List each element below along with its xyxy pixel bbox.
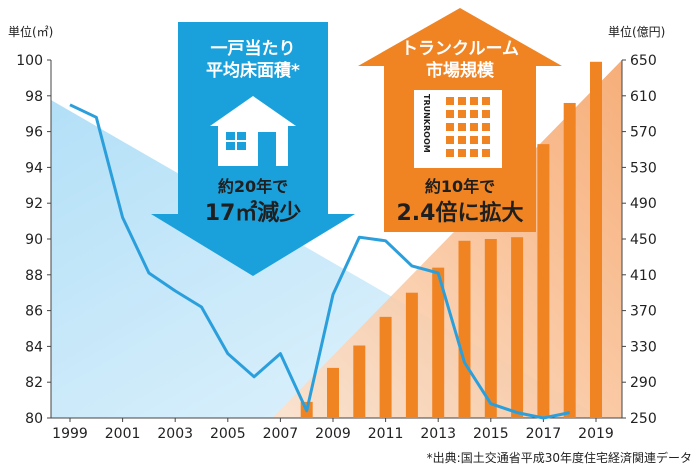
bar-2019	[590, 61, 602, 418]
building-sign-text: TRUNKROOM	[422, 94, 431, 153]
right-tick-label: 410	[630, 268, 657, 284]
x-tick-label: 2007	[263, 426, 299, 442]
bar-2014	[458, 240, 471, 418]
bar-2009	[327, 367, 339, 418]
house-icon	[210, 96, 296, 166]
bar-2011	[379, 316, 392, 418]
floor-area-line	[69, 103, 571, 420]
line-series-layer	[69, 103, 571, 420]
x-tick-label: 2013	[420, 426, 456, 442]
bar-2018	[563, 102, 576, 419]
left-tick-label: 82	[25, 375, 43, 391]
right-tick-label: 290	[630, 375, 657, 391]
up-callout-caption-line2: 2.4倍に拡大	[397, 200, 524, 226]
down-callout-title-line2: 平均床面積*	[206, 60, 300, 81]
up-callout-title-line2: 市場規模	[426, 60, 495, 81]
left-tick-label: 96	[25, 125, 43, 141]
x-axis-ticks: 1999 2001 2003 2005 2007 2009 2011 2013 2015 2017…	[52, 418, 614, 442]
x-tick-label: 2011	[368, 426, 404, 442]
left-tick-label: 94	[25, 160, 43, 176]
right-tick-label: 370	[630, 304, 657, 320]
source-note: *出典:国土交通省平成30年度住宅経済関連データ	[427, 450, 692, 465]
x-tick-label: 2003	[157, 426, 193, 442]
x-tick-label: 2009	[315, 426, 351, 442]
down-callout-caption-line1: 約20年で	[218, 177, 288, 196]
left-tick-label: 98	[25, 89, 43, 105]
down-callout-caption-line2: 17㎡減少	[205, 200, 302, 226]
up-arrow-callout: トランクルーム 市場規模 TRUNKROOM 約10年で 2.4倍に拡大	[358, 8, 562, 232]
bar-2016	[511, 237, 524, 418]
left-tick-label: 86	[25, 304, 43, 320]
x-tick-label: 2017	[526, 426, 562, 442]
x-tick-label: 2005	[210, 426, 246, 442]
bar-2017	[537, 144, 550, 418]
right-tick-label: 250	[630, 411, 657, 427]
up-callout-caption-line1: 約10年で	[425, 177, 495, 196]
right-tick-label: 570	[630, 125, 657, 141]
left-tick-label: 92	[25, 196, 43, 212]
down-callout-title-line1: 一戸当たり	[211, 38, 296, 59]
right-tick-label: 530	[630, 160, 657, 176]
building-icon: TRUNKROOM	[414, 90, 502, 168]
bar-2013	[432, 267, 445, 418]
left-tick-label: 100	[16, 53, 43, 69]
bar-2012	[405, 292, 418, 418]
right-tick-label: 330	[630, 339, 657, 355]
left-tick-label: 90	[25, 232, 43, 248]
x-tick-label: 1999	[52, 426, 88, 442]
right-tick-label: 650	[630, 53, 657, 69]
bar-2015	[484, 239, 497, 418]
right-axis-unit-label: 単位(億円)	[608, 24, 665, 39]
left-axis-ticks: 80 82 84 86 88 90 92 94 96 98 100	[16, 53, 51, 427]
left-tick-label: 88	[25, 268, 43, 284]
right-tick-label: 450	[630, 232, 657, 248]
down-arrow-callout: 一戸当たり 平均床面積* 約20年で 17㎡減少	[151, 22, 355, 276]
bar-2010	[353, 345, 366, 418]
left-tick-label: 84	[25, 339, 43, 355]
right-tick-label: 490	[630, 196, 657, 212]
left-axis-unit-label: 単位(㎡)	[8, 24, 53, 39]
left-tick-label: 80	[25, 411, 43, 427]
x-tick-label: 2015	[473, 426, 509, 442]
x-tick-label: 2001	[105, 426, 141, 442]
up-callout-title-line1: トランクルーム	[401, 39, 519, 59]
x-tick-label: 2019	[578, 426, 614, 442]
right-axis-ticks: 250 290 330 370 410 450 490 530 570 610 650	[622, 53, 657, 427]
right-tick-label: 610	[630, 89, 657, 105]
